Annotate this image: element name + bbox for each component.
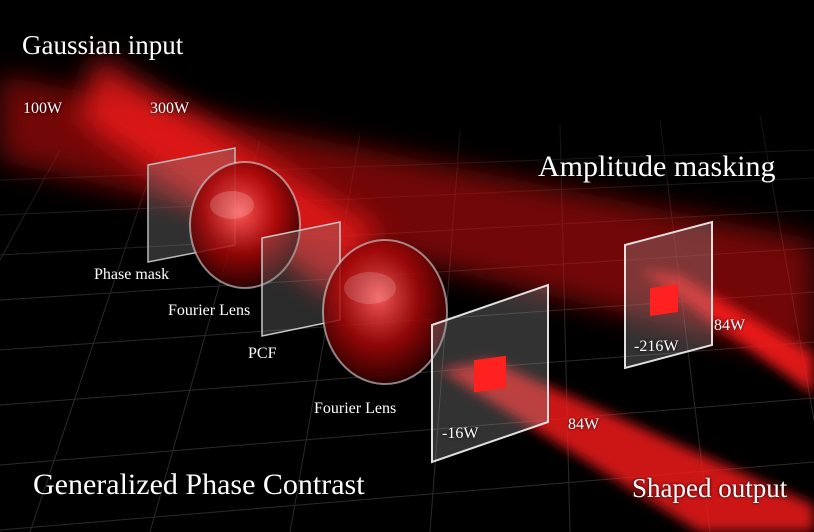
gpc-beam-output bbox=[440, 360, 814, 532]
generalized-phase-contrast-label: Generalized Phase Contrast bbox=[33, 468, 365, 501]
shaped-output-label: Shaped output bbox=[632, 473, 788, 503]
fourier-lens-2-label: Fourier Lens bbox=[314, 400, 397, 417]
gpc-output-power: 84W bbox=[568, 416, 600, 433]
amplitude-loss-power: -216W bbox=[634, 338, 679, 355]
phase-mask-label: Phase mask bbox=[94, 266, 170, 283]
amplitude-output-power: 84W bbox=[714, 317, 746, 334]
gpc-input-power: 300W bbox=[150, 100, 190, 117]
amplitude-beam-output bbox=[640, 270, 814, 395]
gpc-loss-power: -16W bbox=[442, 425, 479, 442]
gaussian-input-label: Gaussian input bbox=[22, 30, 184, 60]
pcf-label: PCF bbox=[248, 345, 277, 362]
fourier-lens-2 bbox=[322, 239, 448, 385]
fourier-lens-1 bbox=[189, 161, 301, 289]
amplitude-masking-label: Amplitude masking bbox=[538, 150, 776, 183]
fourier-lens-1-label: Fourier Lens bbox=[168, 302, 251, 319]
amplitude-mask-plate bbox=[624, 220, 713, 370]
amplitude-input-power: 100W bbox=[23, 100, 63, 117]
gpc-output-plate bbox=[431, 283, 549, 464]
